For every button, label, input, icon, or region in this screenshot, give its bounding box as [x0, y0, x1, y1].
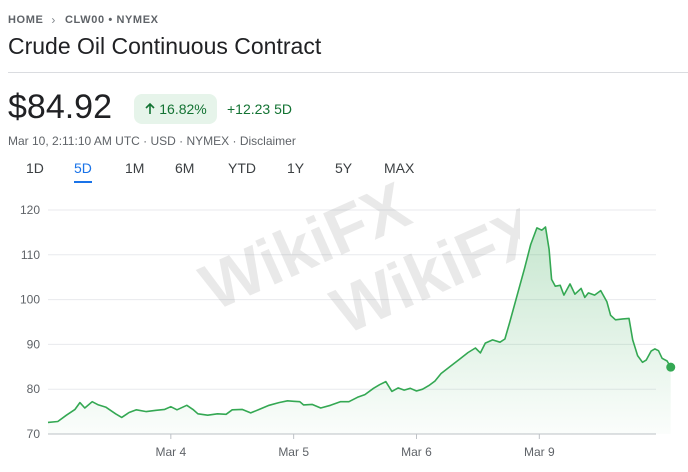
y-tick-label: 120 [20, 203, 40, 217]
arrow-up-icon [145, 103, 155, 114]
breadcrumb-home-link[interactable]: HOME [8, 14, 44, 26]
tab-5d[interactable]: 5D [74, 160, 92, 183]
y-tick-label: 70 [27, 427, 41, 441]
x-tick-label: Mar 4 [155, 445, 186, 459]
breadcrumb-ticker: CLW00 • NYMEX [65, 14, 159, 26]
absolute-change: +12.23 5D [227, 101, 292, 117]
x-tick-label: Mar 9 [524, 445, 555, 459]
y-tick-label: 90 [27, 337, 41, 351]
tab-max[interactable]: MAX [384, 160, 415, 176]
tab-ytd[interactable]: YTD [228, 160, 256, 176]
y-tick-label: 80 [27, 382, 41, 396]
quote-meta: Mar 10, 2:11:10 AM UTC · USD · NYMEX · D… [8, 134, 296, 148]
page-title: Crude Oil Continuous Contract [8, 33, 322, 59]
price-line [47, 226, 672, 424]
range-tabs: 1D 5D 1M 6M YTD 1Y 5Y MAX [0, 160, 688, 186]
x-tick-label: Mar 6 [401, 445, 432, 459]
tab-1d[interactable]: 1D [26, 160, 44, 176]
tab-1y[interactable]: 1Y [287, 160, 305, 176]
last-price-marker [666, 362, 676, 372]
tab-6m[interactable]: 6M [175, 160, 195, 176]
price-area [48, 227, 671, 434]
y-tick-label: 100 [20, 293, 40, 307]
percent-change-value: 16.82% [159, 101, 207, 117]
breadcrumb: HOME › CLW00 • NYMEX [8, 12, 159, 28]
x-tick-label: Mar 5 [278, 445, 309, 459]
chevron-right-icon: › [51, 13, 57, 27]
current-price: $84.92 [8, 88, 112, 126]
tab-5y[interactable]: 5Y [335, 160, 353, 176]
tab-1m[interactable]: 1M [125, 160, 145, 176]
percent-change-badge: 16.82% [134, 94, 217, 124]
divider [8, 72, 688, 73]
price-chart: 70 80 90 100 110 120 Mar 4 Mar 5 Mar 6 Mar 9 [20, 203, 676, 459]
y-tick-label: 110 [21, 248, 40, 262]
